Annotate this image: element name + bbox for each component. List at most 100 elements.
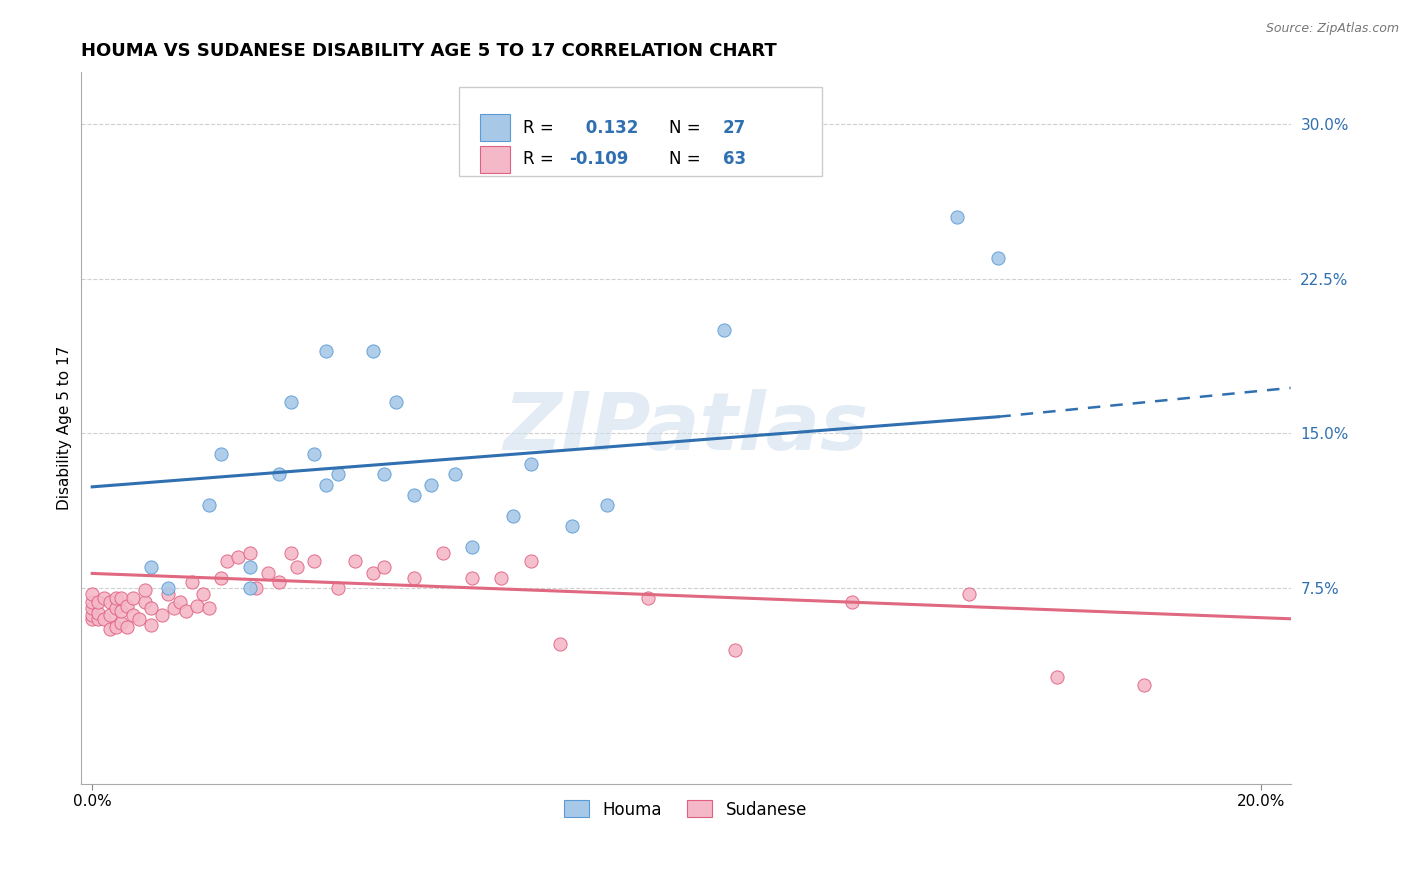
Point [104,591,127,606]
Point [122,591,145,606]
Text: Source: ZipAtlas.com: Source: ZipAtlas.com [1265,22,1399,36]
Point [385,395,408,409]
Point [304,554,326,568]
Point [87,612,110,626]
Point [239,560,262,574]
Point [502,508,524,523]
Point [157,581,180,595]
Point [461,540,484,554]
Point [98,622,121,636]
Point [209,570,232,584]
Text: R =: R = [523,150,560,169]
Point [198,499,221,513]
Text: N =: N = [669,150,706,169]
Point [987,251,1010,265]
Point [134,582,156,597]
Point [104,620,127,634]
Point [134,595,156,609]
Point [280,395,302,409]
FancyBboxPatch shape [479,114,510,142]
Point [228,549,250,564]
Point [117,599,139,614]
Point [326,467,349,482]
Point [280,546,302,560]
Point [595,499,617,513]
Point [122,607,145,622]
Point [432,546,454,560]
Point [139,601,162,615]
Point [87,595,110,609]
Point [315,477,337,491]
Point [344,554,367,568]
Point [82,595,104,609]
Point [304,447,326,461]
Y-axis label: Disability Age 5 to 17: Disability Age 5 to 17 [58,346,72,510]
Point [82,612,104,626]
Point [519,554,541,568]
Text: HOUMA VS SUDANESE DISABILITY AGE 5 TO 17 CORRELATION CHART: HOUMA VS SUDANESE DISABILITY AGE 5 TO 17… [80,42,776,60]
Point [561,519,583,533]
Point [245,581,267,595]
Point [110,591,132,606]
Point [93,612,115,626]
FancyBboxPatch shape [479,145,510,173]
Point [269,574,291,589]
Text: N =: N = [669,119,706,136]
Point [794,137,817,152]
Point [713,323,735,337]
Point [193,587,215,601]
Point [548,636,571,650]
Point [163,601,186,615]
Point [724,642,747,657]
Point [98,595,121,609]
Point [82,587,104,601]
Point [1133,678,1156,692]
Point [957,587,980,601]
Point [519,457,541,471]
Point [104,601,127,615]
Text: 0.132: 0.132 [581,119,638,136]
Point [110,603,132,617]
Point [637,591,659,606]
Point [285,560,308,574]
Point [98,607,121,622]
Point [180,574,202,589]
Point [946,210,969,224]
Point [139,560,162,574]
Point [402,570,425,584]
Legend: Houma, Sudanese: Houma, Sudanese [558,794,814,825]
Text: 63: 63 [723,150,747,169]
Point [256,566,278,581]
Text: -0.109: -0.109 [569,150,628,169]
Point [117,620,139,634]
Point [139,618,162,632]
Point [174,603,197,617]
Point [157,587,180,601]
Point [82,607,104,622]
Point [82,601,104,615]
Point [169,595,191,609]
Point [128,612,150,626]
Text: R =: R = [523,119,560,136]
Point [841,595,863,609]
Point [361,566,384,581]
Point [420,477,443,491]
Point [1046,669,1069,683]
Point [373,467,395,482]
Point [239,581,262,595]
Point [198,601,221,615]
Point [326,581,349,595]
Point [373,560,395,574]
Text: ZIPatlas: ZIPatlas [503,389,868,467]
Point [269,467,291,482]
Point [110,615,132,630]
Point [461,570,484,584]
Point [361,343,384,358]
Point [150,607,173,622]
Point [402,488,425,502]
Point [209,447,232,461]
Point [315,343,337,358]
Point [93,591,115,606]
Point [239,546,262,560]
Point [87,606,110,620]
